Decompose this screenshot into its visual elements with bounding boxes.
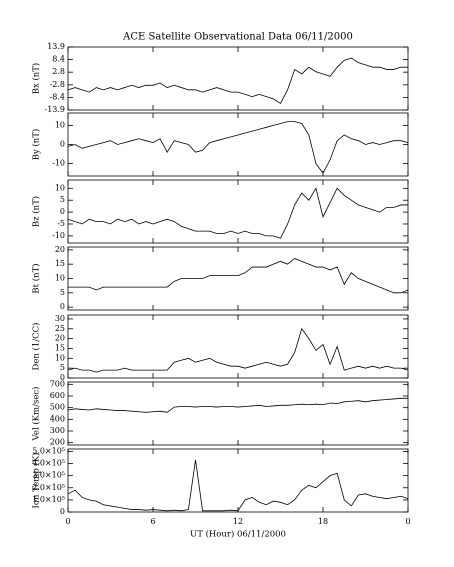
y-tick-label: 200 <box>50 438 65 447</box>
y-tick-label: 0 <box>60 373 65 382</box>
y-tick-label: 15 <box>55 343 65 352</box>
y-tick-label: 0 <box>60 140 65 149</box>
y-axis-label: By (nT) <box>31 129 42 161</box>
y-tick-label: 0 <box>60 507 65 516</box>
y-tick-label: 600 <box>50 391 65 400</box>
y-tick-label: 300 <box>50 426 65 435</box>
y-tick-label: 8.4 <box>52 54 65 63</box>
data-line <box>67 187 408 239</box>
x-tick-label: 12 <box>233 517 243 526</box>
y-tick-label: 25 <box>55 324 65 333</box>
y-axis-label: Ion Temp (K) <box>31 453 42 509</box>
y-tick-label: -5 <box>57 219 65 228</box>
x-axis-label: UT (Hour) 06/11/2000 <box>190 529 286 540</box>
y-tick-label: 10 <box>55 353 65 362</box>
x-tick-label: 0 <box>65 517 70 526</box>
y-tick-label: 700 <box>50 379 65 388</box>
y-tick-label: 10 <box>55 274 65 283</box>
data-line <box>67 121 409 174</box>
data-line <box>67 327 409 373</box>
panel-frame <box>67 381 409 446</box>
data-line <box>67 459 409 512</box>
y-axis-label: Vel (Km/sec) <box>31 387 42 442</box>
y-tick-label: -13.9 <box>44 105 65 114</box>
y-tick-label: 4.0×10⁵ <box>32 459 65 468</box>
y-tick-label: -8.4 <box>50 93 65 102</box>
y-tick-label: 2.8 <box>52 67 65 76</box>
y-axis-label: Bz (nT) <box>31 196 42 227</box>
y-tick-label: 30 <box>55 314 65 323</box>
panel-frame <box>67 314 409 379</box>
y-tick-label: 500 <box>50 403 65 412</box>
data-line <box>67 57 408 105</box>
y-tick-label: 400 <box>50 414 65 423</box>
y-axis-label: Bx (nT) <box>31 63 42 95</box>
y-tick-label: 5 <box>60 288 65 297</box>
x-tick-label: 6 <box>150 517 155 526</box>
y-tick-label: 5.0×10⁵ <box>32 446 65 455</box>
panel-frame <box>67 246 409 311</box>
y-axis-label: Bt (nT) <box>31 263 42 293</box>
data-line <box>67 397 408 413</box>
y-tick-label: 20 <box>55 245 65 254</box>
y-tick-label: -10 <box>52 231 65 240</box>
y-tick-label: 1.0×10⁵ <box>32 495 65 504</box>
y-tick-label: 2.0×10⁵ <box>32 483 65 492</box>
y-tick-label: 0 <box>60 207 65 216</box>
y-tick-label: -2.8 <box>50 80 65 89</box>
x-tick-label: 18 <box>318 517 328 526</box>
y-tick-label: 5 <box>60 363 65 372</box>
data-line <box>68 257 409 294</box>
y-tick-label: 0 <box>60 302 65 311</box>
x-tick-label: 0 <box>405 517 410 526</box>
y-tick-label: 20 <box>55 334 65 343</box>
y-tick-label: 3.0×10⁵ <box>32 471 65 480</box>
panel-frame <box>67 46 409 111</box>
y-tick-label: 15 <box>55 259 65 268</box>
y-tick-label: 5 <box>60 195 65 204</box>
y-tick-label: 10 <box>55 120 65 129</box>
y-tick-label: -10 <box>52 159 65 168</box>
y-axis-label: Den (1/CC) <box>31 323 42 371</box>
chart-title: ACE Satellite Observational Data 06/11/2… <box>122 32 353 43</box>
y-tick-label: 10 <box>55 183 65 192</box>
panel-frame <box>67 448 409 513</box>
y-tick-label: 13.9 <box>47 42 65 51</box>
